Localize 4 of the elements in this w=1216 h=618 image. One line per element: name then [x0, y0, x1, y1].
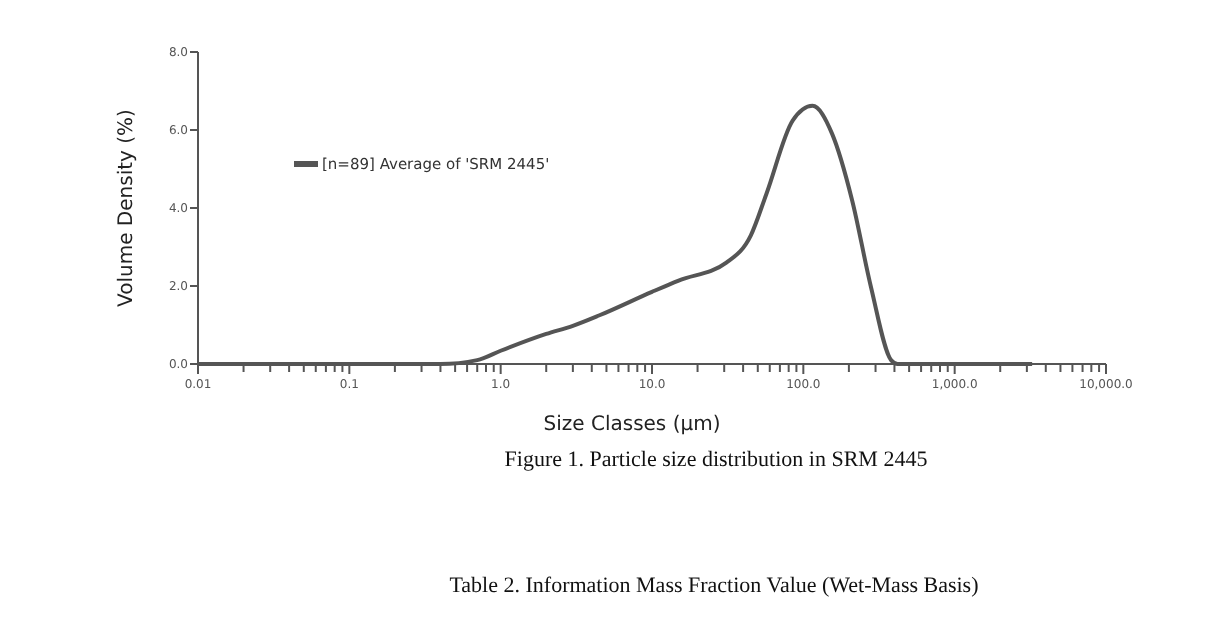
x-axis-title: Size Classes (µm) — [543, 414, 721, 436]
y-axis-title: Volume Density (%) — [116, 108, 138, 307]
caption: Figure 1. Particle size distribution in SRM 2445 — [504, 448, 929, 472]
caption: Table 2. Information Mass Fraction Value (Wet-Mass Basis) — [449, 574, 980, 598]
